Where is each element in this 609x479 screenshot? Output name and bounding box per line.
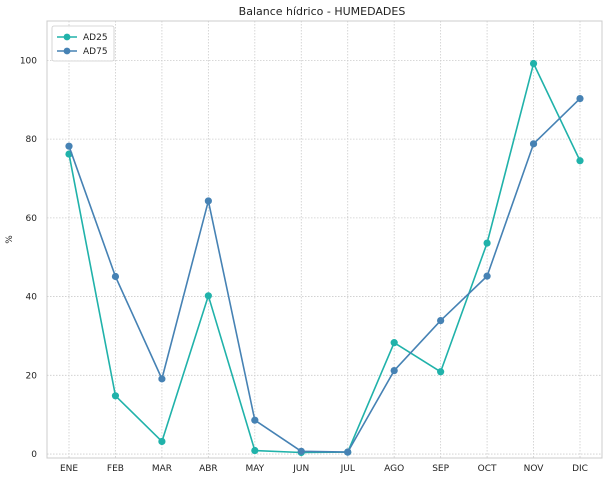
data-point (65, 142, 73, 150)
plot-frame (46, 20, 603, 459)
data-point (483, 272, 491, 280)
y-axis-ticks: 0 20 40 60 80 100 (20, 56, 37, 460)
x-tick-label: MAY (245, 464, 264, 474)
data-point (251, 416, 259, 424)
data-point (390, 339, 398, 347)
legend-item: AD75 (57, 47, 108, 57)
series-ad25 (65, 59, 584, 457)
legend-item: AD25 (57, 33, 108, 43)
data-point (111, 272, 120, 281)
data-point (111, 392, 120, 400)
x-tick-label: AGO (384, 464, 404, 474)
y-axis-label: % (5, 235, 15, 244)
x-tick-label: ABR (199, 464, 218, 474)
data-point (344, 448, 352, 456)
legend-marker (63, 47, 71, 55)
x-tick-label: OCT (478, 464, 497, 474)
x-tick-label: JUN (292, 464, 309, 474)
data-point (390, 367, 398, 375)
x-tick-label: JUL (340, 464, 355, 474)
x-tick-label: DIC (572, 464, 588, 474)
data-point (437, 368, 445, 376)
x-tick-label: SEP (432, 464, 449, 474)
data-point (576, 157, 584, 165)
series-layer (65, 59, 584, 457)
legend-label: AD75 (83, 47, 108, 57)
series-ad75 (65, 94, 584, 456)
x-tick-label: NOV (524, 464, 545, 474)
y-tick-label: 20 (26, 371, 38, 381)
data-point (576, 94, 584, 103)
legend-label: AD25 (83, 33, 108, 43)
x-tick-label: FEB (107, 464, 124, 474)
data-point (483, 239, 491, 247)
data-point (529, 59, 538, 68)
y-tick-label: 0 (31, 450, 37, 460)
data-point (204, 197, 212, 205)
series-line (68, 97, 581, 453)
data-point (437, 317, 445, 325)
series-line (68, 62, 581, 454)
x-tick-label: MAR (152, 464, 172, 474)
grid-layer (47, 21, 602, 458)
chart-title: Balance hídrico - HUMEDADES (239, 5, 406, 18)
y-tick-label: 80 (26, 135, 38, 145)
legend: AD25 AD75 (51, 25, 115, 62)
y-tick-label: 100 (20, 56, 37, 66)
y-tick-label: 60 (26, 214, 38, 224)
data-point (297, 447, 305, 455)
x-tick-label: ENE (60, 464, 78, 474)
data-point (251, 446, 259, 455)
data-point (158, 375, 166, 383)
data-point (529, 140, 538, 148)
y-tick-label: 40 (26, 293, 38, 303)
data-point (204, 292, 212, 300)
data-point (158, 437, 166, 446)
x-axis-ticks: ENE FEB MAR ABR MAY JUN JUL AGO SEP OCT NOV DIC (60, 464, 588, 474)
legend-marker (63, 33, 71, 41)
